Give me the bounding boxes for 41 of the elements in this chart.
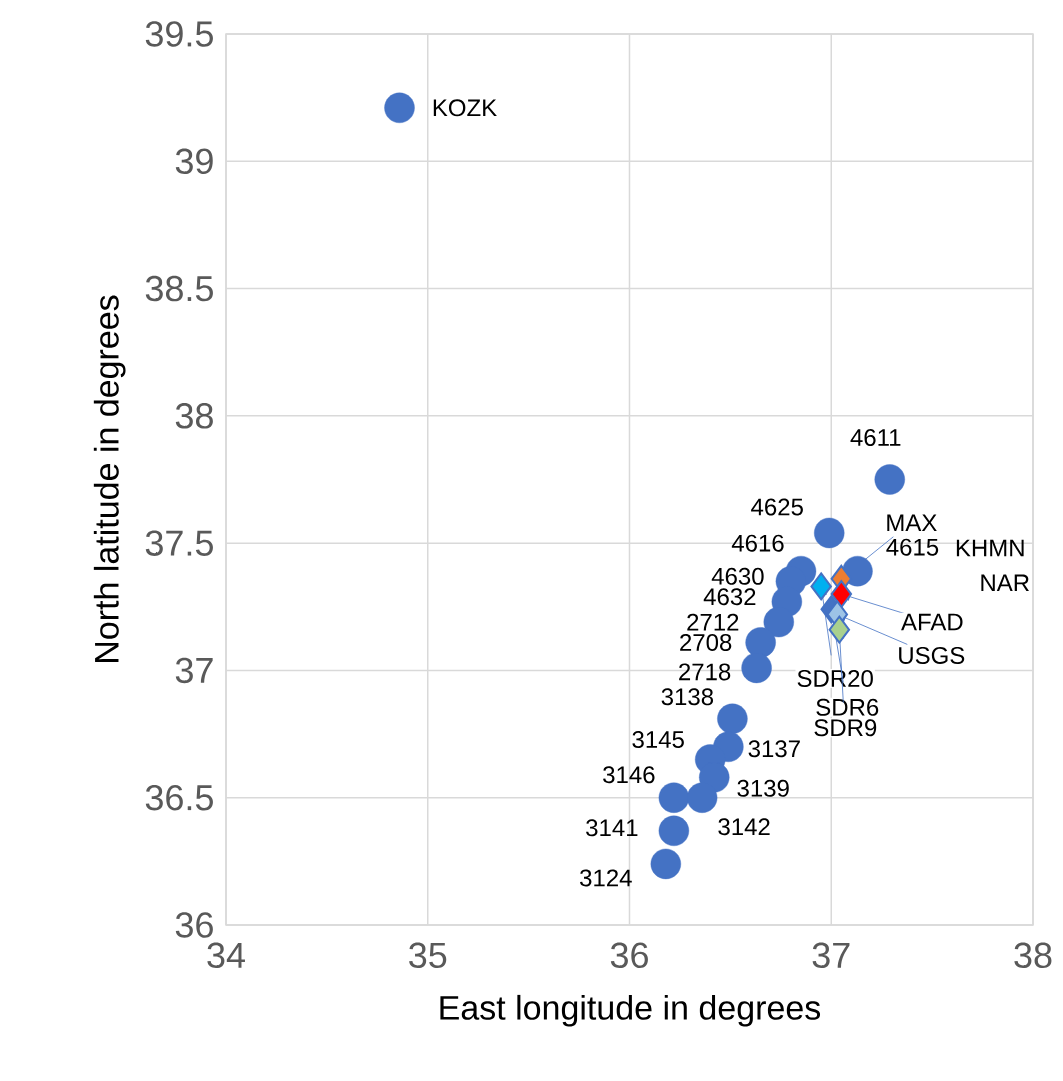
annotation: 4616 bbox=[731, 534, 784, 552]
annotation: SDR6 bbox=[816, 698, 879, 716]
annotation: 4632 bbox=[703, 588, 756, 606]
annotation: 2712 bbox=[687, 613, 739, 631]
x-tick-label: 37 bbox=[812, 942, 850, 969]
y-tick-label: 38 bbox=[175, 403, 213, 429]
annotation: AFAD bbox=[901, 613, 963, 631]
annotation: 4625 bbox=[751, 498, 803, 516]
y-tick-label: 36 bbox=[175, 912, 213, 938]
annotation: USGS bbox=[899, 646, 965, 664]
annotation: 3141 bbox=[586, 819, 638, 837]
annotation: 4615 bbox=[886, 538, 939, 556]
annotation: 2718 bbox=[679, 663, 731, 681]
y-tick-label: 37 bbox=[175, 657, 213, 684]
x-tick-label: 34 bbox=[207, 942, 245, 969]
annotation: SDR9 bbox=[814, 719, 877, 737]
x-axis-title: East longitude in degrees bbox=[440, 994, 821, 1027]
annotation: 2708 bbox=[680, 633, 732, 651]
annotation: 3137 bbox=[748, 740, 800, 758]
annotation: 3146 bbox=[603, 766, 655, 784]
y-tick-label: 39.5 bbox=[145, 21, 213, 47]
y-tick-label: 38.5 bbox=[145, 275, 213, 302]
y-tick-label: 39 bbox=[175, 148, 213, 175]
x-tick-label: 35 bbox=[409, 942, 447, 969]
annotation: 3124 bbox=[580, 869, 632, 887]
annotation: 4630 bbox=[711, 567, 764, 585]
annotation: SDR20 bbox=[797, 669, 873, 687]
annotation: MAX bbox=[887, 514, 937, 532]
x-tick-label: 38 bbox=[1014, 942, 1052, 969]
annotation: 3139 bbox=[737, 779, 789, 797]
x-tick-label: 36 bbox=[610, 942, 648, 969]
y-axis-title: North latitude in degrees bbox=[93, 295, 126, 662]
y-tick-label: 36.5 bbox=[145, 784, 213, 811]
annotation: NAR bbox=[981, 574, 1029, 592]
annotation: 3138 bbox=[661, 688, 714, 706]
y-tick-label: 37.5 bbox=[145, 530, 213, 556]
annotation: 3142 bbox=[718, 818, 770, 836]
annotation: 4611 bbox=[850, 429, 901, 446]
annotation: 3145 bbox=[632, 731, 684, 749]
annotation: KOZK bbox=[433, 99, 497, 117]
annotation: KHMN bbox=[956, 539, 1024, 557]
